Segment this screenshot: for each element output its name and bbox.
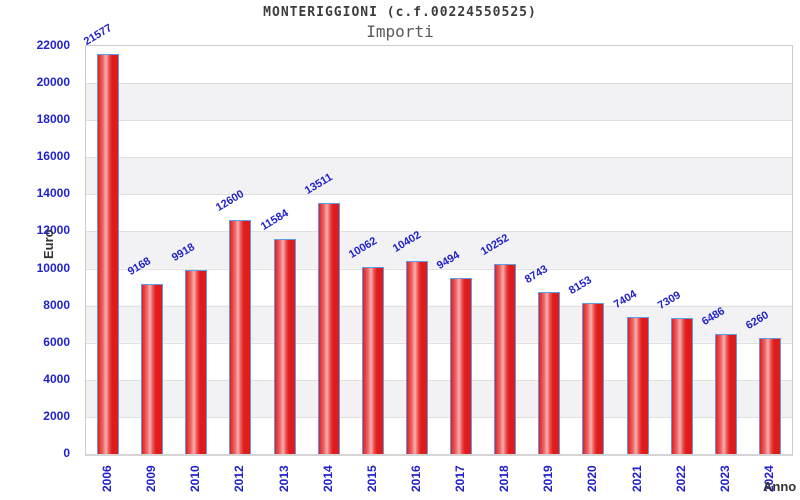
bar bbox=[450, 277, 473, 456]
x-tick-label: 2016 bbox=[408, 465, 423, 492]
x-tick-label: 2017 bbox=[453, 465, 468, 492]
bar bbox=[361, 267, 384, 456]
gridline bbox=[86, 305, 792, 307]
bar bbox=[758, 337, 781, 456]
gridline bbox=[86, 83, 792, 85]
bar-value-label: 7404 bbox=[611, 287, 639, 311]
x-tick-label: 2012 bbox=[232, 465, 247, 492]
x-tick-label: 2022 bbox=[673, 465, 688, 492]
bar bbox=[405, 261, 428, 456]
gridline bbox=[86, 342, 792, 344]
y-tick-label: 14000 bbox=[36, 186, 70, 201]
gridline bbox=[86, 157, 792, 159]
y-axis-title: Euro bbox=[41, 229, 56, 259]
x-tick-label: 2019 bbox=[541, 465, 556, 492]
y-tick-label: 6000 bbox=[43, 334, 70, 349]
plot-area: 21577 9168 9918 12600 11584 13511 10062 10402 94… bbox=[82, 22, 793, 456]
bar-value-label: 7309 bbox=[655, 289, 683, 313]
y-tick-label: 20000 bbox=[36, 75, 70, 90]
bar bbox=[229, 220, 252, 456]
x-tick-label: 2009 bbox=[144, 465, 159, 492]
x-tick-label: 2010 bbox=[188, 465, 203, 492]
bar-value-label: 11584 bbox=[258, 207, 291, 234]
bar-value-label: 10402 bbox=[390, 229, 424, 256]
y-tick-label: 4000 bbox=[43, 371, 70, 386]
bar bbox=[670, 318, 693, 456]
y-tick-label: 16000 bbox=[36, 149, 70, 164]
y-tick-label: 2000 bbox=[43, 408, 70, 423]
bar bbox=[582, 302, 605, 456]
x-tick-label: 2006 bbox=[100, 465, 115, 492]
gridline bbox=[86, 231, 792, 233]
y-tick-label: 10000 bbox=[36, 260, 70, 275]
bar bbox=[538, 291, 561, 456]
x-tick-label: 2018 bbox=[497, 465, 512, 492]
y-tick-label: 0 bbox=[63, 446, 70, 460]
x-tick-label: 2021 bbox=[629, 465, 644, 492]
bar-value-label: 10252 bbox=[479, 231, 512, 258]
x-tick-label: 2014 bbox=[320, 465, 335, 492]
bar-value-label: 9168 bbox=[126, 255, 154, 278]
bar bbox=[185, 270, 208, 456]
chart-title: MONTERIGGIONI (c.f.00224550525) bbox=[263, 5, 537, 20]
bar-value-label: 6260 bbox=[743, 308, 771, 332]
bar-value-label: 6486 bbox=[699, 304, 727, 328]
gridline bbox=[86, 268, 792, 270]
bar bbox=[97, 53, 120, 456]
x-tick-label: 2013 bbox=[276, 465, 291, 492]
y-tick-label: 22000 bbox=[36, 38, 70, 52]
y-tick-label: 18000 bbox=[36, 112, 70, 127]
bar-value-label: 12600 bbox=[214, 188, 247, 215]
gridline bbox=[86, 416, 792, 418]
bar-value-label: 8153 bbox=[567, 273, 595, 297]
x-axis-line bbox=[85, 454, 793, 456]
x-tick-label: 2023 bbox=[717, 465, 732, 492]
y-tick-label: 8000 bbox=[43, 297, 70, 312]
x-tick-label: 2015 bbox=[364, 465, 379, 492]
x-tick-label: 2020 bbox=[585, 465, 600, 492]
x-axis-title: Anno bbox=[763, 479, 797, 494]
bar bbox=[494, 263, 517, 456]
gridline bbox=[86, 120, 792, 122]
bar bbox=[141, 283, 164, 456]
gridline bbox=[86, 194, 792, 196]
bar bbox=[317, 203, 340, 456]
bar-value-label: 9918 bbox=[170, 241, 198, 265]
bar bbox=[626, 316, 649, 456]
bar bbox=[273, 239, 296, 456]
y-tick-label: 12000 bbox=[36, 223, 70, 238]
bar-value-label: 8743 bbox=[523, 262, 551, 286]
bar-value-label: 10062 bbox=[346, 235, 380, 262]
gridline bbox=[86, 379, 792, 381]
chart-subtitle: Importi bbox=[366, 22, 434, 41]
bar bbox=[714, 333, 737, 456]
